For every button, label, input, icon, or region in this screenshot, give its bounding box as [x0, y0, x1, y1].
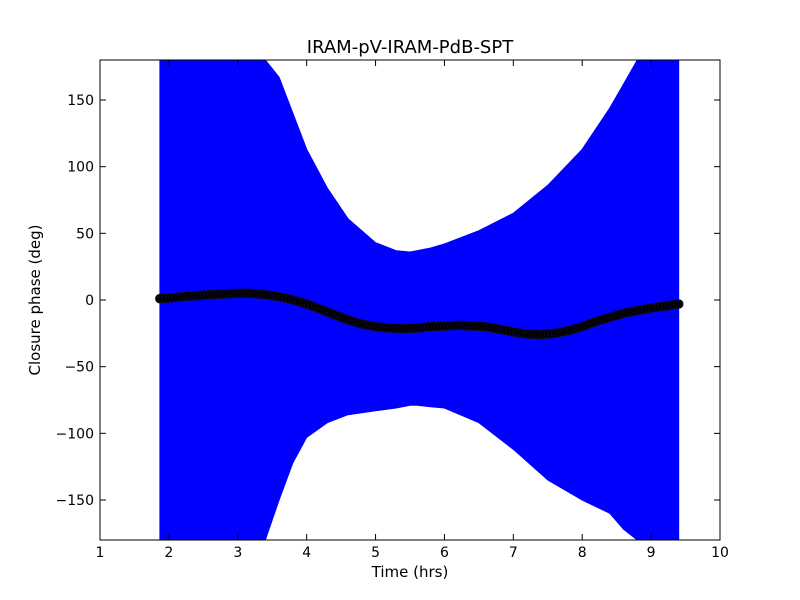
x-tick-label: 3 [233, 545, 242, 561]
y-tick-label: 50 [76, 226, 94, 242]
x-tick-label: 1 [96, 545, 105, 561]
y-tick-label: 100 [67, 160, 94, 176]
y-tick-label: 0 [85, 293, 94, 309]
x-tick-label: 2 [164, 545, 173, 561]
chart-title: IRAM-pV-IRAM-PdB-SPT [307, 37, 514, 58]
x-axis-ticks: 1 2 3 4 5 6 7 8 9 10 [96, 60, 729, 561]
error-band-layer [159, 60, 680, 540]
y-tick-label: 150 [67, 93, 94, 109]
y-axis-label: Closure phase (deg) [26, 225, 44, 376]
x-tick-label: 10 [711, 545, 729, 561]
x-tick-label: 9 [647, 545, 656, 561]
y-tick-label: −150 [56, 493, 94, 509]
y-tick-label: −50 [64, 360, 94, 376]
y-axis-ticks: −150 −100 −50 0 50 100 150 [56, 93, 720, 509]
y-tick-label: −100 [56, 426, 94, 442]
x-tick-label: 6 [440, 545, 449, 561]
x-tick-label: 7 [509, 545, 518, 561]
x-tick-label: 8 [578, 545, 587, 561]
x-tick-label: 4 [302, 545, 311, 561]
x-axis-label: Time (hrs) [371, 563, 449, 581]
x-tick-label: 5 [371, 545, 380, 561]
data-points-layer [155, 288, 684, 340]
data-point [673, 299, 684, 309]
error-band [159, 60, 680, 540]
